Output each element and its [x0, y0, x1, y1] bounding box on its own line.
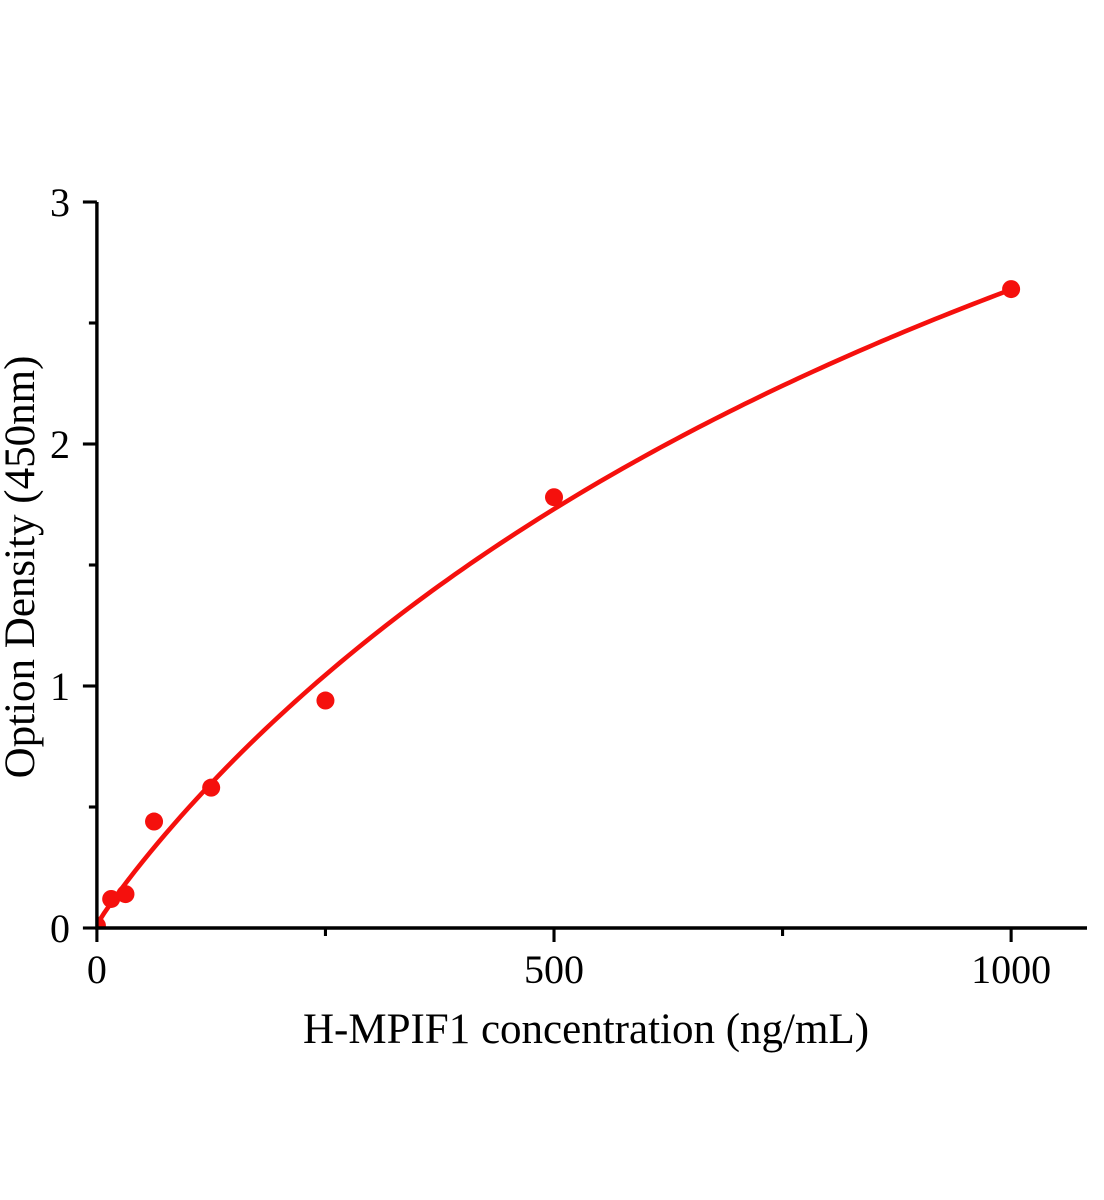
y-tick-label: 3: [50, 180, 70, 225]
y-axis-title: Option Density (450nm): [0, 356, 44, 779]
axes: [82, 200, 1087, 942]
data-point: [96, 916, 106, 928]
axis-lines: [95, 202, 1087, 930]
x-tick-labels: 0 500 1000: [87, 947, 1051, 992]
y-tick-label: 0: [50, 906, 70, 951]
data-point: [1002, 280, 1021, 299]
y-tick-labels: 0 1 2 3: [50, 180, 70, 951]
y-tick-label: 1: [50, 664, 70, 709]
data-point: [316, 691, 335, 710]
axis-labels: 0 500 1000 0 1 2 3 H-MPIF1 concentration (ng/…: [0, 180, 1051, 1053]
fit-curve-line: [96, 287, 1014, 927]
y-tick-label: 2: [50, 422, 70, 467]
data-point: [116, 885, 135, 904]
x-tick-label: 1000: [971, 947, 1051, 992]
x-tick-label: 0: [87, 947, 107, 992]
plot-series: [96, 280, 1021, 928]
axis-ticks: [82, 200, 1013, 942]
x-tick-label: 500: [524, 947, 584, 992]
data-point: [545, 488, 564, 507]
data-point: [202, 778, 221, 797]
data-point: [102, 889, 121, 908]
data-point: [145, 812, 164, 831]
data-points: [96, 280, 1021, 928]
x-axis-title: H-MPIF1 concentration (ng/mL): [303, 1006, 869, 1053]
